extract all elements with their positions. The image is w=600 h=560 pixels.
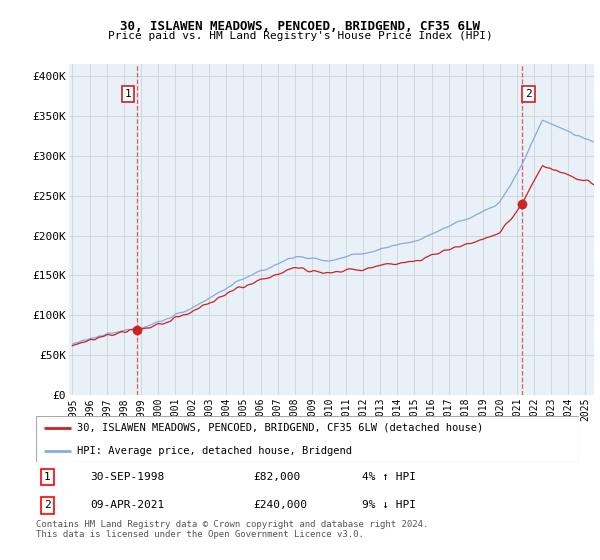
Text: 30, ISLAWEN MEADOWS, PENCOED, BRIDGEND, CF35 6LW (detached house): 30, ISLAWEN MEADOWS, PENCOED, BRIDGEND, …: [77, 423, 483, 432]
Text: £240,000: £240,000: [253, 500, 307, 510]
Text: £82,000: £82,000: [253, 472, 301, 482]
Text: 2: 2: [525, 89, 532, 99]
Text: 09-APR-2021: 09-APR-2021: [91, 500, 164, 510]
Text: 30, ISLAWEN MEADOWS, PENCOED, BRIDGEND, CF35 6LW: 30, ISLAWEN MEADOWS, PENCOED, BRIDGEND, …: [120, 20, 480, 32]
Text: 9% ↓ HPI: 9% ↓ HPI: [362, 500, 416, 510]
Text: Contains HM Land Registry data © Crown copyright and database right 2024.
This d: Contains HM Land Registry data © Crown c…: [36, 520, 428, 539]
Text: 1: 1: [125, 89, 131, 99]
Text: 1: 1: [44, 472, 51, 482]
Text: 30-SEP-1998: 30-SEP-1998: [91, 472, 164, 482]
FancyBboxPatch shape: [36, 416, 579, 462]
Text: 2: 2: [44, 500, 51, 510]
Text: Price paid vs. HM Land Registry's House Price Index (HPI): Price paid vs. HM Land Registry's House …: [107, 31, 493, 41]
Text: HPI: Average price, detached house, Bridgend: HPI: Average price, detached house, Brid…: [77, 446, 352, 455]
Text: 4% ↑ HPI: 4% ↑ HPI: [362, 472, 416, 482]
